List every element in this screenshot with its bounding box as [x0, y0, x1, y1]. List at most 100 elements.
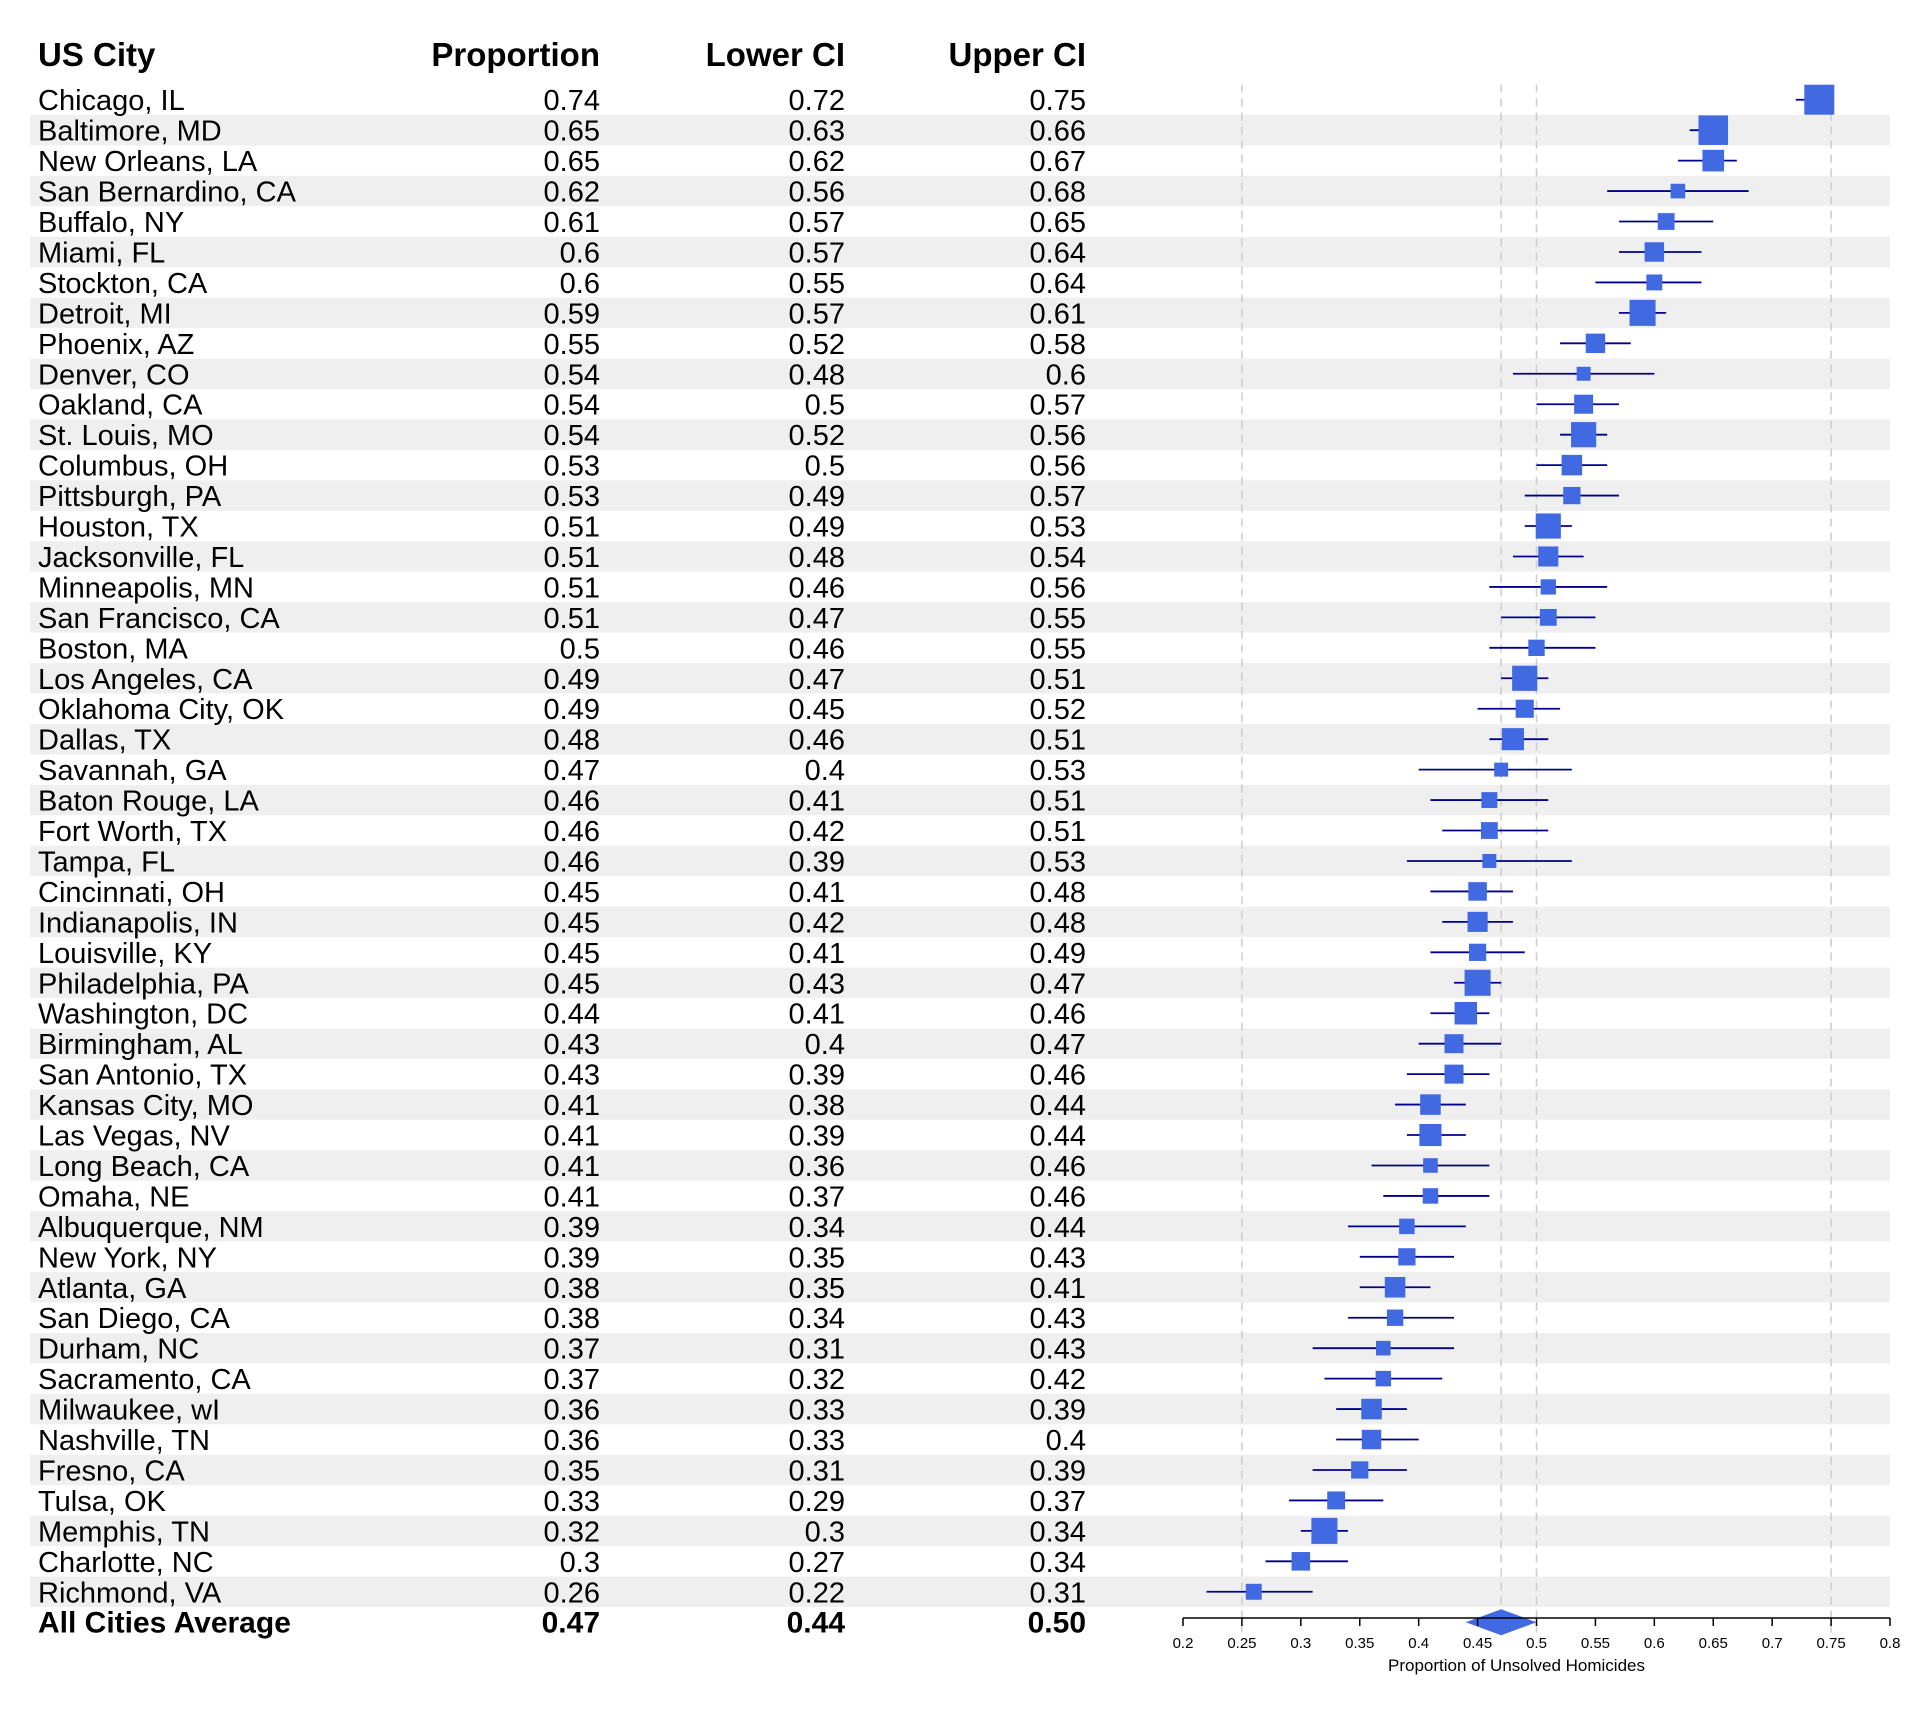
x-tick-label: 0.25: [1227, 1635, 1256, 1652]
estimate-box: [1482, 854, 1497, 868]
city-label: Jacksonville, FL: [38, 542, 244, 574]
estimate-box: [1386, 1309, 1404, 1326]
row-band: [30, 541, 1890, 572]
upper-ci-value: 0.43: [1030, 1242, 1086, 1274]
proportion-value: 0.41: [544, 1151, 600, 1183]
lower-ci-value: 0.47: [789, 664, 845, 696]
estimate-box: [1804, 84, 1835, 115]
upper-ci-value: 0.65: [1030, 207, 1086, 239]
lower-ci-value: 0.34: [789, 1212, 845, 1244]
x-tick-label: 0.65: [1699, 1635, 1728, 1652]
lower-ci-value: 0.46: [789, 725, 845, 757]
estimate-box: [1512, 665, 1538, 691]
upper-ci-value: 0.75: [1030, 85, 1086, 117]
proportion-value: 0.46: [544, 846, 600, 878]
header-city: US City: [38, 36, 156, 73]
upper-ci-value: 0.52: [1030, 694, 1086, 726]
city-label: Durham, NC: [38, 1334, 199, 1366]
lower-ci-value: 0.48: [789, 359, 845, 391]
proportion-value: 0.43: [544, 1029, 600, 1061]
lower-ci-value: 0.33: [789, 1395, 845, 1427]
upper-ci-value: 0.46: [1030, 999, 1086, 1031]
proportion-value: 0.5: [560, 633, 600, 665]
proportion-value: 0.6: [560, 237, 600, 269]
proportion-value: 0.32: [544, 1516, 600, 1548]
row-band: [30, 1332, 1890, 1364]
lower-ci-value: 0.56: [789, 177, 845, 209]
proportion-value: 0.41: [544, 1121, 600, 1153]
proportion-value: 0.55: [544, 329, 600, 361]
x-tick-label: 0.2: [1173, 1635, 1194, 1652]
upper-ci-value: 0.53: [1030, 512, 1086, 544]
row-band: [30, 906, 1890, 938]
city-label: Stockton, CA: [38, 268, 208, 300]
estimate-box: [1480, 822, 1498, 839]
upper-ci-value: 0.56: [1030, 572, 1086, 604]
row-band: [30, 1576, 1890, 1607]
lower-ci-value: 0.5: [805, 451, 845, 483]
city-label: San Diego, CA: [38, 1303, 230, 1335]
proportion-value: 0.46: [544, 816, 600, 848]
city-label: Los Angeles, CA: [38, 664, 253, 696]
lower-ci-value: 0.39: [789, 1060, 845, 1092]
lower-ci-value: 0.35: [789, 1242, 845, 1274]
upper-ci-value: 0.57: [1030, 481, 1086, 513]
x-axis-label: Proportion of Unsolved Homicides: [1388, 1656, 1645, 1675]
estimate-box: [1585, 333, 1606, 354]
upper-ci-value: 0.51: [1030, 725, 1086, 757]
estimate-box: [1375, 1370, 1392, 1387]
proportion-value: 0.45: [544, 877, 600, 909]
upper-ci-value: 0.61: [1030, 298, 1086, 330]
city-label: Atlanta, GA: [38, 1273, 187, 1305]
upper-ci-value: 0.64: [1030, 268, 1086, 300]
x-axis: 0.2 0.25 0.3 0.35 0.4 0.45 0.5 0.55 0.6 0.65 0.7 0.…: [1173, 1617, 1900, 1675]
city-label: Long Beach, CA: [38, 1151, 250, 1183]
x-tick-label: 0.4: [1408, 1635, 1429, 1652]
upper-ci-value: 0.51: [1030, 664, 1086, 696]
proportion-value: 0.36: [544, 1395, 600, 1427]
city-label: Washington, DC: [38, 999, 248, 1031]
proportion-value: 0.6: [560, 268, 600, 300]
lower-ci-value: 0.52: [789, 329, 845, 361]
proportion-value: 0.37: [544, 1334, 600, 1366]
lower-ci-value: 0.22: [789, 1577, 845, 1609]
proportion-value: 0.38: [544, 1303, 600, 1335]
city-label: Tampa, FL: [38, 846, 175, 878]
estimate-box: [1501, 728, 1524, 751]
proportion-value: 0.39: [544, 1242, 600, 1274]
estimate-box: [1376, 1340, 1391, 1356]
upper-ci-value: 0.57: [1030, 390, 1086, 422]
estimate-box: [1399, 1218, 1415, 1235]
upper-ci-value: 0.41: [1030, 1273, 1086, 1305]
row-band: [30, 175, 1890, 207]
proportion-value: 0.65: [544, 116, 600, 148]
upper-ci-value: 0.34: [1030, 1516, 1086, 1548]
city-label: Boston, MA: [38, 633, 189, 665]
proportion-value: 0.61: [544, 207, 600, 239]
city-label: Omaha, NE: [38, 1181, 190, 1213]
upper-ci-value: 0.55: [1030, 603, 1086, 635]
estimate-box: [1444, 1064, 1464, 1084]
city-label: San Francisco, CA: [38, 603, 280, 635]
estimate-box: [1384, 1277, 1406, 1298]
proportion-value: 0.51: [544, 512, 600, 544]
estimate-box: [1245, 1583, 1262, 1600]
estimate-box: [1644, 242, 1665, 262]
upper-ci-value: 0.51: [1030, 786, 1086, 818]
estimate-box: [1291, 1552, 1311, 1571]
proportion-value: 0.33: [544, 1486, 600, 1518]
city-label: Columbus, OH: [38, 451, 228, 483]
proportion-value: 0.48: [544, 725, 600, 757]
lower-ci-value: 0.39: [789, 1121, 845, 1153]
lower-ci-value: 0.35: [789, 1273, 845, 1305]
estimate-box: [1528, 639, 1545, 657]
lower-ci-value: 0.39: [789, 846, 845, 878]
upper-ci-value: 0.34: [1030, 1547, 1086, 1579]
row-band: [30, 1150, 1890, 1181]
city-label: Detroit, MI: [38, 298, 172, 330]
lower-ci-value: 0.42: [789, 816, 845, 848]
lower-ci-value: 0.41: [789, 938, 845, 970]
proportion-value: 0.45: [544, 968, 600, 1000]
row-band: [30, 1028, 1890, 1059]
city-label: New Orleans, LA: [38, 146, 258, 178]
